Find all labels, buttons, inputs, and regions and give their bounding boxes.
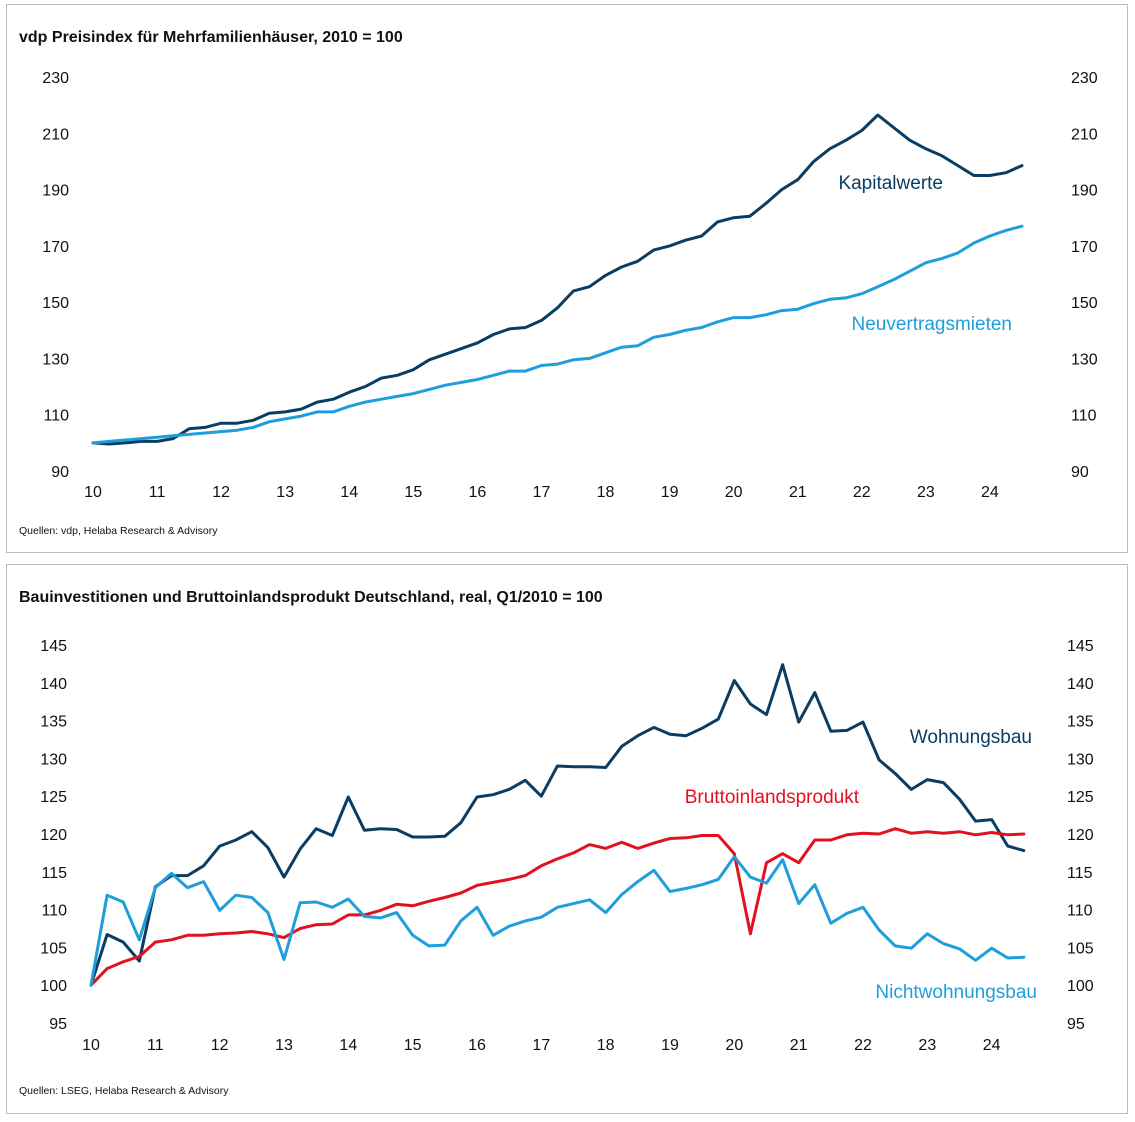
y-tick-label-left: 115	[41, 865, 67, 882]
series-line-bruttoinlandsprodukt	[89, 827, 1026, 987]
x-tick-label: 18	[597, 1037, 615, 1054]
y-tick-label-left: 190	[42, 183, 69, 200]
y-tick-label-right: 90	[1071, 464, 1089, 481]
y-tick-label-right: 130	[1067, 751, 1094, 768]
series-label-nichtwohnungsbau: Nichtwohnungsbau	[875, 982, 1037, 1003]
y-tick-label-right: 145	[1067, 638, 1094, 655]
y-tick-label-left: 135	[40, 714, 67, 731]
x-tick-label: 17	[532, 1037, 550, 1054]
series-line-kapitalwerte	[91, 113, 1024, 446]
y-tick-label-left: 105	[40, 940, 67, 957]
chart-panel-1: vdp Preisindex für Mehrfamilienhäuser, 2…	[6, 4, 1128, 553]
x-tick-label: 16	[468, 1037, 486, 1054]
y-tick-label-right: 115	[1067, 865, 1093, 882]
x-tick-label: 22	[854, 1037, 872, 1054]
y-tick-label-left: 110	[41, 903, 67, 920]
x-tick-label: 24	[983, 1037, 1001, 1054]
x-tick-label: 15	[404, 1037, 422, 1054]
y-tick-label-right: 140	[1067, 676, 1094, 693]
x-tick-label: 23	[917, 484, 935, 501]
y-tick-label-right: 120	[1067, 827, 1094, 844]
x-tick-label: 21	[789, 484, 807, 501]
x-tick-label: 11	[149, 484, 166, 501]
x-tick-label: 22	[853, 484, 871, 501]
x-tick-label: 23	[918, 1037, 936, 1054]
x-tick-label: 12	[211, 1037, 229, 1054]
chart-1-title: vdp Preisindex für Mehrfamilienhäuser, 2…	[19, 29, 403, 46]
x-tick-label: 10	[82, 1037, 100, 1054]
y-tick-label-left: 125	[40, 789, 67, 806]
y-tick-label-left: 100	[40, 978, 67, 995]
y-tick-label-right: 210	[1071, 126, 1098, 143]
series-label-kapitalwerte: Kapitalwerte	[838, 173, 943, 194]
chart-1-source: Quellen: vdp, Helaba Research & Advisory	[19, 525, 218, 537]
series-label-bruttoinlandsprodukt: Bruttoinlandsprodukt	[685, 787, 860, 808]
x-tick-label: 12	[212, 484, 230, 501]
y-tick-label-right: 150	[1071, 295, 1098, 312]
x-tick-label: 13	[276, 484, 294, 501]
y-tick-label-right: 170	[1071, 239, 1098, 256]
x-tick-label: 15	[404, 484, 422, 501]
x-tick-label: 18	[597, 484, 615, 501]
y-tick-label-right: 130	[1071, 351, 1098, 368]
x-tick-label: 11	[147, 1037, 164, 1054]
y-tick-label-right: 190	[1071, 183, 1098, 200]
x-tick-label: 24	[981, 484, 999, 501]
y-tick-label-left: 170	[42, 239, 69, 256]
y-tick-label-left: 230	[42, 70, 69, 87]
x-tick-label: 16	[469, 484, 487, 501]
chart-1-plot: 90 90 110 110 130 130 150 150 170 170 190 190 210 210…	[42, 70, 1098, 501]
y-tick-label-left: 120	[40, 827, 67, 844]
y-tick-label-right: 135	[1067, 714, 1094, 731]
y-tick-label-left: 130	[42, 351, 69, 368]
x-tick-label: 20	[725, 484, 743, 501]
series-label-neuvertragsmieten: Neuvertragsmieten	[851, 314, 1012, 335]
y-tick-label-right: 105	[1067, 940, 1094, 957]
y-tick-label-left: 130	[40, 751, 67, 768]
y-tick-label-left: 150	[42, 295, 69, 312]
series-line-neuvertragsmieten	[91, 224, 1024, 445]
y-tick-label-right: 100	[1067, 978, 1094, 995]
y-tick-label-left: 90	[51, 464, 69, 481]
x-tick-label: 17	[533, 484, 551, 501]
y-tick-label-right: 110	[1067, 903, 1093, 920]
y-tick-label-right: 110	[1071, 408, 1097, 425]
y-tick-label-left: 95	[49, 1016, 67, 1033]
chart-2-title: Bauinvestitionen und Bruttoinlandsproduk…	[19, 589, 603, 606]
x-tick-label: 19	[661, 484, 679, 501]
y-tick-label-right: 125	[1067, 789, 1094, 806]
series-line-nichtwohnungsbau	[89, 855, 1026, 987]
y-tick-label-right: 230	[1071, 70, 1098, 87]
x-tick-label: 20	[725, 1037, 743, 1054]
chart-2-source: Quellen: LSEG, Helaba Research & Advisor…	[19, 1085, 229, 1097]
x-tick-label: 13	[275, 1037, 293, 1054]
x-tick-label: 21	[790, 1037, 808, 1054]
y-tick-label-right: 95	[1067, 1016, 1085, 1033]
x-tick-label: 10	[84, 484, 102, 501]
chart-2-plot: 95 95 100 100 105 105 110 110 115 115 120 120 125 125…	[40, 638, 1094, 1054]
y-tick-label-left: 210	[42, 126, 69, 143]
y-tick-label-left: 145	[40, 638, 67, 655]
x-tick-label: 14	[339, 1037, 357, 1054]
series-label-wohnungsbau: Wohnungsbau	[910, 727, 1032, 748]
y-tick-label-left: 140	[40, 676, 67, 693]
y-tick-label-left: 110	[43, 408, 69, 425]
x-tick-label: 14	[340, 484, 358, 501]
series-line-wohnungsbau	[89, 663, 1026, 987]
chart-panel-2: Bauinvestitionen und Bruttoinlandsproduk…	[6, 564, 1128, 1114]
x-tick-label: 19	[661, 1037, 679, 1054]
